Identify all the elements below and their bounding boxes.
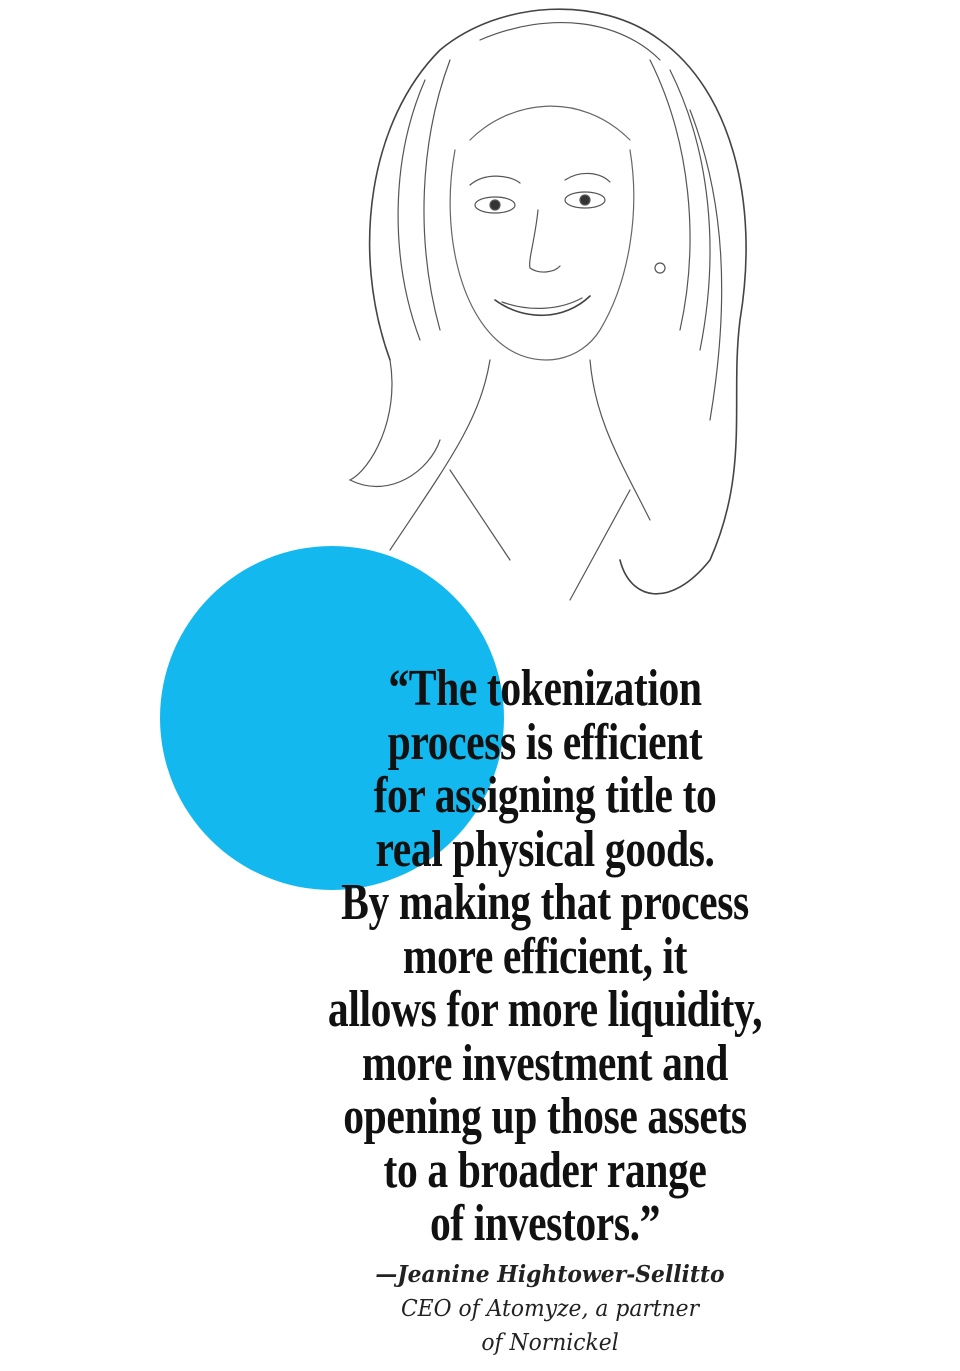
quote-line: of investors.” bbox=[429, 1195, 661, 1252]
quote-line: opening up those assets bbox=[343, 1088, 747, 1145]
quote-line: “The tokenization bbox=[388, 660, 702, 717]
attribution-title: CEO of Atomyze, a partner bbox=[400, 1296, 700, 1322]
quote-line: more investment and bbox=[361, 1034, 728, 1092]
quote-line: By making that process bbox=[341, 874, 749, 931]
quote-line: for assigning title to bbox=[373, 767, 717, 824]
pull-quote: “The tokenization process is efficient f… bbox=[245, 662, 845, 1251]
accent-circle bbox=[160, 546, 504, 890]
portrait-illustration bbox=[348, 8, 747, 601]
attribution-title: of Nornickel bbox=[481, 1330, 619, 1356]
quote-line: real physical goods. bbox=[375, 820, 715, 878]
attribution-name: —Jeanine Hightower-Sellitto bbox=[375, 1261, 725, 1288]
quote-line: more efficient, it bbox=[402, 927, 688, 985]
quote-line: to a broader range bbox=[383, 1141, 707, 1199]
quote-line: process is efficient bbox=[387, 713, 703, 771]
quote-line: allows for more liquidity, bbox=[327, 981, 763, 1038]
attribution: —Jeanine Hightower-Sellitto CEO of Atomy… bbox=[300, 1258, 800, 1360]
